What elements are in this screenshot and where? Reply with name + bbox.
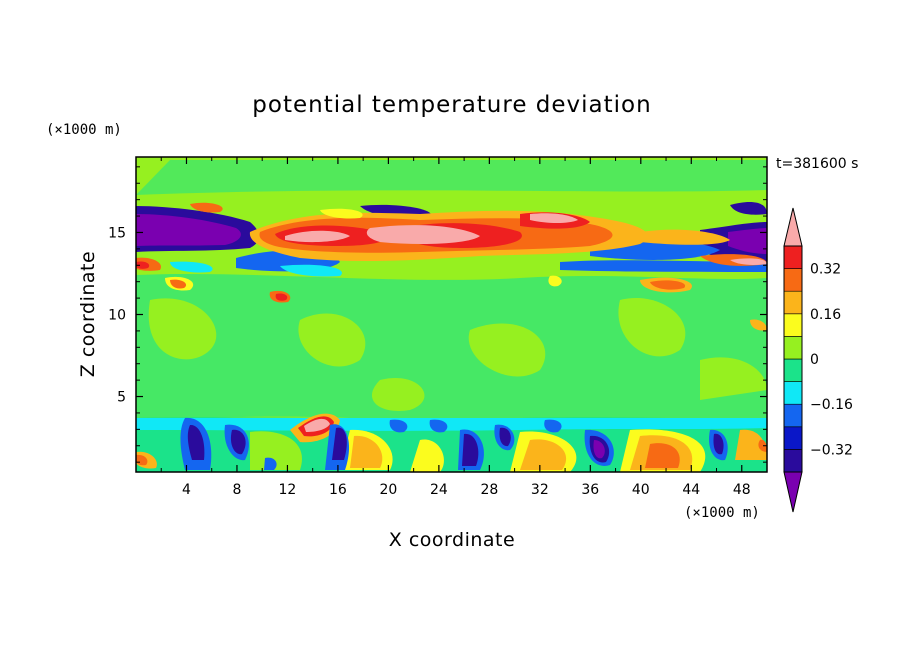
y-axis-label: Z coordinate [77,251,99,377]
chart-title: potential temperature deviation [252,92,651,118]
colorbar-segment [783,313,803,337]
x-tick-label: 44 [682,482,700,498]
x-tick-label: 12 [279,482,297,498]
contour-fill [136,160,767,472]
colorbar-tick-label: 0 [810,352,819,368]
colorbar-tick-label: −0.32 [810,442,853,458]
y-axis: 5 10 15 [108,166,767,463]
colorbar-segment [783,449,803,473]
x-tick-label: 20 [379,482,397,498]
colorbar-segment [783,268,803,292]
x-tick-label: 28 [480,482,498,498]
x-tick-label: 24 [430,482,448,498]
x-axis: 4 8 12 16 20 24 28 32 36 40 44 48 [160,157,751,498]
colorbar-tick-label: 0.16 [810,307,841,323]
colorbar-frame [783,245,803,473]
plot-area [136,157,767,472]
colorbar-segment [783,290,803,315]
colorbar-segment [783,426,803,450]
y-tick-label: 15 [108,225,126,241]
x-tick-label: 36 [581,482,599,498]
x-tick-label: 32 [531,482,549,498]
x-tick-label: 4 [182,482,191,498]
colorbar-segment [783,403,803,428]
x-axis-label: X coordinate [389,529,515,551]
colorbar-extend-min [783,471,803,513]
colorbar-segment [783,336,803,360]
x-tick-label: 16 [329,482,347,498]
colorbar-segment [783,358,803,382]
colorbar-tick-label: 0.32 [810,262,841,278]
colorbar-segment [783,381,803,405]
x-tick-label: 8 [232,482,241,498]
colorbar: 0.32 0.16 0 −0.16 −0.32 [783,207,853,513]
y-tick-label: 10 [108,308,126,324]
y-tick-label: 5 [117,390,126,406]
colorbar-segment [783,245,803,269]
z-unit-label: (×1000 m) [46,122,122,138]
x-tick-label: 48 [733,482,751,498]
x-tick-label: 40 [632,482,650,498]
colorbar-tick-label: −0.16 [810,397,853,413]
colorbar-extend-max [783,207,803,247]
x-unit-label: (×1000 m) [684,505,760,521]
time-label: t=381600 s [776,156,858,172]
